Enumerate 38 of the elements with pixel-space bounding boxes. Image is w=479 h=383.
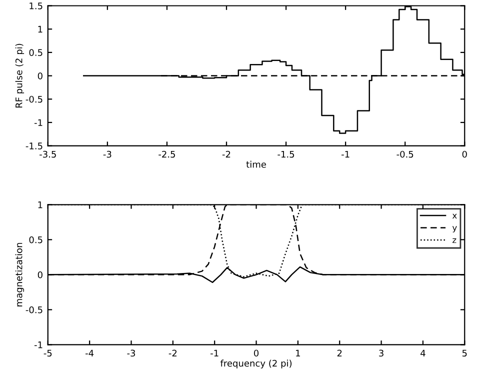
x-tick-label: -2.5: [158, 150, 175, 158]
x-tick-label: -3: [127, 350, 136, 357]
y-tick-label: 0: [38, 271, 42, 278]
y-tick-label: 0.5: [29, 49, 42, 56]
legend-label: z: [452, 238, 456, 243]
x-tick-label: 1: [296, 350, 300, 356]
y-axis-title: RF pulse (2 pi): [15, 44, 24, 108]
x-tick-label: -2: [222, 150, 230, 158]
y-tick-label: 1: [38, 201, 42, 208]
x-tick-label: 5: [462, 350, 467, 357]
y-tick-label: -1: [34, 119, 42, 126]
y-tick-label: 1: [38, 26, 42, 33]
x-tick-label: 0: [254, 350, 259, 357]
x-tick-label: 0: [462, 150, 467, 158]
x-tick-label: -5: [44, 350, 52, 357]
x-tick-label: 3: [379, 350, 384, 357]
x-axis-title: time: [246, 160, 266, 168]
x-tick-label: -1: [210, 350, 218, 356]
y-axis-title: magnetization: [15, 242, 24, 306]
x-tick-label: 4: [420, 350, 426, 356]
x-tick-label: -0.5: [396, 150, 414, 158]
y-tick-label: -0.5: [26, 96, 42, 103]
y-tick-label: -1: [34, 342, 42, 348]
y-tick-label: 1.5: [30, 2, 42, 10]
x-tick-label: -1.5: [278, 150, 294, 158]
legend-label: x: [452, 214, 457, 218]
x-tick-label: -2: [168, 350, 177, 356]
y-tick-label: -0.5: [26, 306, 42, 314]
x-tick-label: 2: [337, 350, 342, 356]
x-tick-label: -3.5: [40, 150, 56, 158]
y-tick-label: -1.5: [26, 142, 42, 150]
legend-label: y: [452, 226, 457, 232]
y-tick-label: 0: [38, 72, 42, 80]
y-tick-label: 0.5: [29, 236, 42, 244]
x-tick-label: -4: [86, 350, 94, 356]
x-tick-label: -3: [103, 150, 112, 158]
x-axis-title: frequency (2 pi): [220, 360, 292, 368]
x-tick-label: -1: [342, 150, 350, 158]
